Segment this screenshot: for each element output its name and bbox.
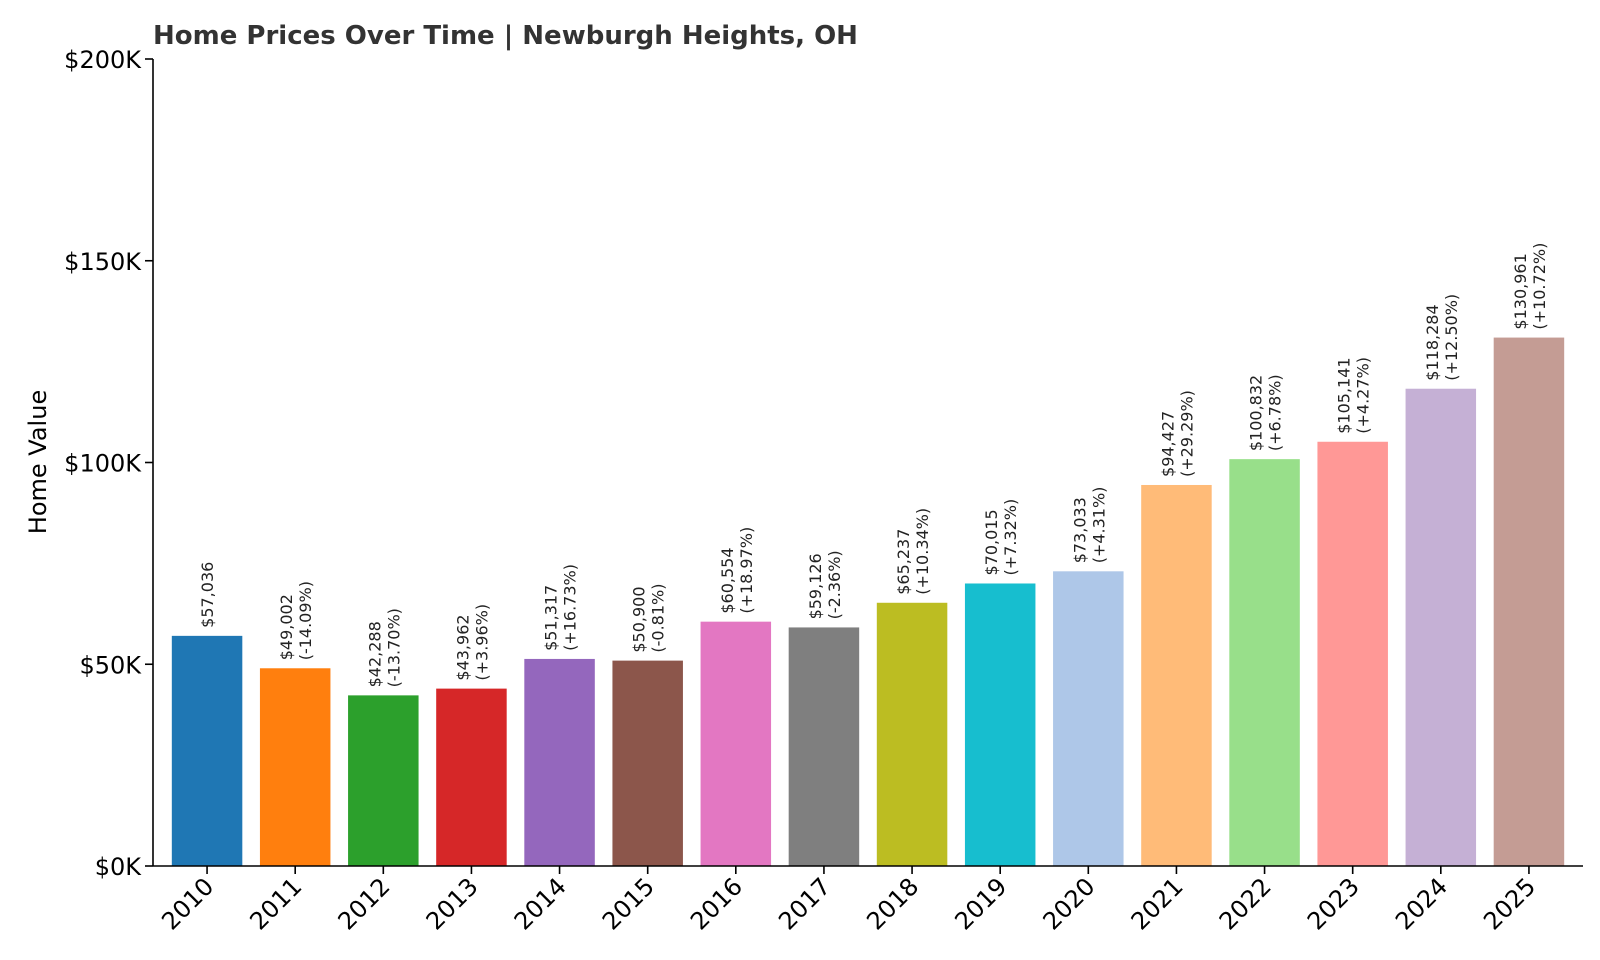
bar-change-label: (+12.50%) — [1442, 294, 1461, 381]
x-tick-label: 2019 — [949, 872, 1012, 935]
bar-change-label: (+10.34%) — [913, 508, 932, 595]
bar-2016 — [700, 621, 772, 866]
bar-2024 — [1405, 388, 1477, 866]
bar-label-2012: $42,288 (-13.70%) — [365, 608, 403, 687]
bar-label-2020: $73,033 (+4.31%) — [1070, 487, 1108, 564]
bar-label-2013: $43,962 (+3.96%) — [453, 604, 491, 681]
x-tick-label: 2017 — [773, 872, 836, 935]
bar-2022 — [1229, 459, 1300, 866]
bar-change-label: (+4.31%) — [1089, 487, 1108, 564]
bar-label-2021: $94,427 (+29.29%) — [1158, 390, 1196, 477]
chart-title: Home Prices Over Time | Newburgh Heights… — [153, 21, 858, 51]
bar-label-2014: $51,317 (+16.73%) — [542, 564, 580, 651]
x-tick-label: 2020 — [1038, 872, 1101, 935]
bar-2010 — [171, 635, 243, 866]
bar-change-label: (-2.36%) — [825, 550, 844, 619]
x-tick-label: 2018 — [861, 872, 924, 935]
bar-value-label: $130,961 — [1511, 253, 1530, 329]
bar-label-2022: $100,832 (+6.78%) — [1247, 374, 1285, 451]
bar-2025 — [1493, 337, 1565, 866]
x-tick-label: 2022 — [1214, 872, 1277, 935]
y-tick-label: $50K — [79, 651, 142, 679]
bar-label-2017: $59,126 (-2.36%) — [806, 550, 844, 619]
bar-value-label: $65,237 — [894, 529, 913, 595]
bar-value-label: $43,962 — [453, 614, 472, 680]
bar-value-label: $118,284 — [1423, 304, 1442, 380]
x-tick-label: 2011 — [244, 872, 307, 935]
bar-label-2024: $118,284 (+12.50%) — [1423, 294, 1461, 381]
bar-value-label: $42,288 — [365, 621, 384, 687]
y-tick-label: $150K — [64, 248, 142, 276]
bar-2012 — [348, 695, 419, 866]
bar-value-label: $57,036 — [198, 562, 217, 628]
bar-change-label: (+3.96%) — [472, 604, 491, 681]
bar-value-label: $94,427 — [1158, 411, 1177, 477]
bar-value-label: $73,033 — [1070, 497, 1089, 563]
bar-label-2015: $50,900 (-0.81%) — [630, 584, 668, 653]
bar-change-label: (+29.29%) — [1177, 390, 1196, 477]
bar-change-label: (+7.32%) — [1001, 499, 1020, 576]
x-tick-label: 2025 — [1478, 872, 1541, 935]
bar-change-label: (+10.72%) — [1530, 243, 1549, 330]
bar-change-label: (-14.09%) — [296, 581, 315, 660]
bar-2013 — [436, 688, 507, 866]
bar-value-label: $59,126 — [806, 553, 825, 619]
bars-group — [171, 337, 1565, 866]
x-tick-label: 2014 — [509, 872, 572, 935]
bar-2018 — [876, 602, 948, 866]
bar-value-label: $50,900 — [630, 586, 649, 652]
bar-label-2018: $65,237 (+10.34%) — [894, 508, 932, 595]
bar-label-2019: $70,015 (+7.32%) — [982, 499, 1020, 576]
bar-label-2023: $105,141 (+4.27%) — [1335, 357, 1373, 434]
bar-value-label: $49,002 — [277, 594, 296, 660]
bar-label-2025: $130,961 (+10.72%) — [1511, 243, 1549, 330]
y-tick-label: $0K — [95, 853, 143, 881]
x-tick-label: 2024 — [1390, 872, 1453, 935]
bar-label-2016: $60,554 (+18.97%) — [718, 527, 756, 614]
bar-2014 — [524, 658, 595, 866]
bar-value-label: $51,317 — [542, 585, 561, 651]
x-tick-label: 2010 — [156, 872, 219, 935]
bar-label-2011: $49,002 (-14.09%) — [277, 581, 315, 660]
y-tick-label: $200K — [64, 46, 142, 74]
bar-change-label: (+4.27%) — [1354, 357, 1373, 434]
x-tick-label: 2021 — [1126, 872, 1189, 935]
bar-change-label: (+16.73%) — [561, 564, 580, 651]
bar-2015 — [612, 660, 683, 866]
y-axis: $0K $50K $100K $150K $200K — [64, 46, 154, 881]
bar-value-label: $105,141 — [1335, 357, 1354, 433]
x-tick-label: 2015 — [597, 872, 660, 935]
x-tick-label: 2023 — [1302, 872, 1365, 935]
bar-change-label: (+18.97%) — [737, 527, 756, 614]
bar-2020 — [1053, 571, 1124, 866]
bar-2017 — [788, 627, 860, 866]
x-tick-label: 2013 — [421, 872, 484, 935]
x-tick-label: 2012 — [333, 872, 396, 935]
bar-change-label: (-0.81%) — [649, 584, 668, 653]
bar-2019 — [964, 583, 1036, 866]
bar-2011 — [259, 668, 331, 866]
y-tick-label: $100K — [64, 450, 142, 478]
bar-2023 — [1317, 441, 1388, 866]
bar-labels-group: $57,036 $49,002 (-14.09%) $42,288 (-13.70%) $… — [198, 243, 1549, 688]
x-axis: 2010 2011 2012 2013 2014 2015 2016 2017 2018 2019… — [153, 865, 1583, 935]
bar-value-label: $60,554 — [718, 547, 737, 613]
bar-change-label: (+6.78%) — [1266, 374, 1285, 451]
bar-value-label: $100,832 — [1247, 375, 1266, 451]
bar-label-2010: $57,036 — [198, 562, 217, 628]
x-tick-label: 2016 — [685, 872, 748, 935]
bar-2021 — [1141, 484, 1212, 866]
bar-change-label: (-13.70%) — [384, 608, 403, 687]
y-axis-label: Home Value — [24, 390, 52, 534]
bar-value-label: $70,015 — [982, 509, 1001, 575]
